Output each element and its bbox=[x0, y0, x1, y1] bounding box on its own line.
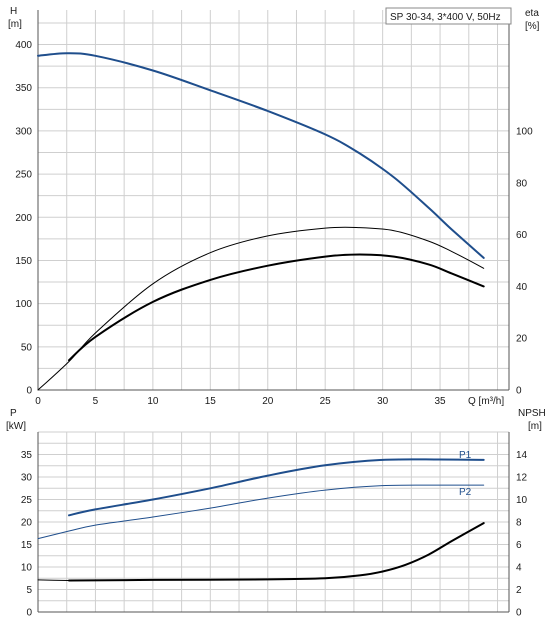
curve-p2 bbox=[37, 484, 485, 540]
bottom-left-tick-label: 20 bbox=[21, 518, 33, 529]
top-left-tick-label: 400 bbox=[15, 40, 32, 51]
bottom-left-tick-label: 25 bbox=[21, 495, 33, 506]
bottom-left-tick-label: 30 bbox=[21, 473, 33, 484]
top-left-axis-label-1: H bbox=[10, 6, 17, 17]
bottom-left-axis-label-1: P bbox=[10, 408, 17, 419]
top-right-tick-label: 100 bbox=[516, 126, 533, 137]
top-x-axis-label: Q [m³/h] bbox=[468, 396, 504, 407]
bottom-left-axis-label-2: [kW] bbox=[6, 421, 26, 432]
curve-eta-thin bbox=[37, 226, 485, 391]
bottom-right-tick-label: 14 bbox=[516, 450, 528, 461]
top-left-axis-label-2: [m] bbox=[8, 19, 22, 30]
bottom-right-tick-label: 0 bbox=[516, 608, 522, 619]
top-x-tick-label: 5 bbox=[93, 396, 99, 407]
bottom-right-tick-label: 2 bbox=[516, 585, 522, 596]
curve-head bbox=[37, 52, 485, 259]
bottom-left-tick-label: 10 bbox=[21, 563, 33, 574]
curve-eta-bold bbox=[68, 253, 485, 362]
pump-info-box bbox=[385, 7, 512, 25]
top-x-tick-label: 15 bbox=[205, 396, 217, 407]
bottom-left-tick-label: 15 bbox=[21, 540, 33, 551]
bottom-right-tick-label: 10 bbox=[516, 495, 528, 506]
top-left-tick-label: 300 bbox=[15, 126, 32, 137]
top-x-tick-label: 25 bbox=[320, 396, 332, 407]
grid-lines bbox=[37, 10, 509, 613]
top-x-tick-label: 30 bbox=[377, 396, 389, 407]
top-right-axis-label-1: eta bbox=[525, 8, 539, 19]
curve-npsh-thin bbox=[37, 579, 70, 581]
series-label-p1: P1 bbox=[459, 450, 472, 461]
top-right-tick-label: 20 bbox=[516, 334, 528, 345]
top-right-tick-label: 80 bbox=[516, 178, 528, 189]
bottom-right-axis-label-1: NPSH bbox=[518, 408, 546, 419]
top-left-tick-label: 0 bbox=[26, 386, 32, 397]
top-right-axis-label-2: [%] bbox=[525, 21, 540, 32]
series-label-p2: P2 bbox=[459, 487, 472, 498]
top-left-tick-label: 50 bbox=[21, 342, 33, 353]
bottom-right-tick-label: 8 bbox=[516, 518, 522, 529]
top-left-tick-label: 150 bbox=[15, 256, 32, 267]
top-x-tick-label: 0 bbox=[35, 396, 41, 407]
bottom-right-tick-label: 4 bbox=[516, 563, 522, 574]
curve-npsh-bold bbox=[68, 522, 485, 582]
top-x-tick-label: 35 bbox=[435, 396, 447, 407]
pump-info-label: SP 30-34, 3*400 V, 50Hz bbox=[390, 12, 501, 23]
bottom-left-tick-label: 0 bbox=[26, 608, 32, 619]
curves bbox=[37, 52, 485, 582]
curve-p1 bbox=[68, 458, 485, 517]
top-right-tick-label: 40 bbox=[516, 282, 528, 293]
bottom-left-tick-label: 35 bbox=[21, 450, 33, 461]
top-left-tick-label: 100 bbox=[15, 299, 32, 310]
top-left-tick-label: 350 bbox=[15, 83, 32, 94]
bottom-left-tick-label: 5 bbox=[26, 585, 32, 596]
bottom-right-tick-label: 12 bbox=[516, 473, 528, 484]
bottom-right-axis-label-2: [m] bbox=[528, 421, 542, 432]
top-right-tick-label: 0 bbox=[516, 386, 522, 397]
top-left-tick-label: 250 bbox=[15, 170, 32, 181]
top-x-tick-label: 20 bbox=[262, 396, 274, 407]
top-right-tick-label: 60 bbox=[516, 230, 528, 241]
bottom-right-tick-label: 6 bbox=[516, 540, 522, 551]
top-x-tick-label: 10 bbox=[147, 396, 159, 407]
top-left-tick-label: 200 bbox=[15, 213, 32, 224]
axis-lines bbox=[37, 10, 510, 613]
